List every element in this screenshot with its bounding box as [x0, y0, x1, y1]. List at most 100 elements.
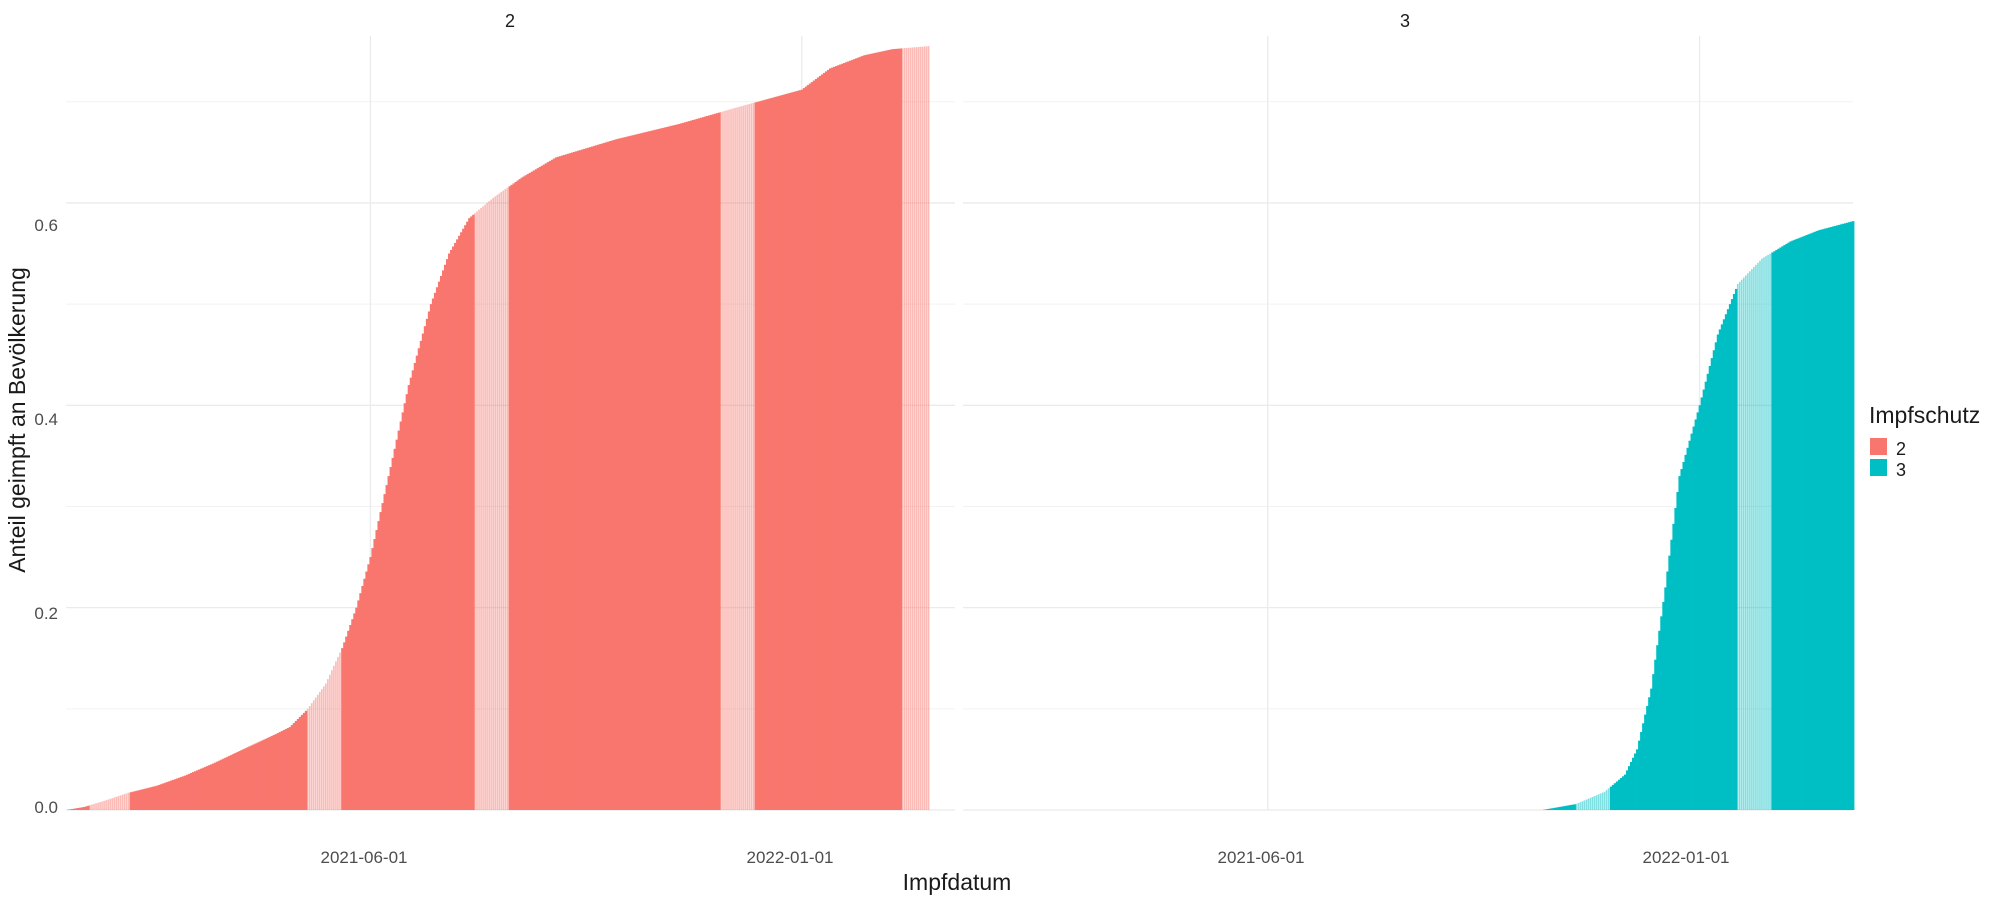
bar-panel-1 [452, 246, 455, 810]
bar-panel-1 [706, 116, 709, 810]
legend-label-2: 2 [1896, 439, 1906, 459]
bar-panel-2 [1583, 800, 1586, 810]
bar-panel-1 [214, 762, 217, 810]
bar-panel-1 [544, 163, 548, 811]
bar-panel-2 [1704, 381, 1708, 810]
bar-panel-1 [284, 729, 288, 810]
bar-panel-2 [1801, 236, 1804, 810]
bar-panel-1 [161, 783, 165, 810]
bar-panel-1 [903, 48, 906, 810]
bar-panel-1 [123, 794, 126, 810]
bar-panel-1 [153, 786, 157, 810]
bar-panel-2 [1803, 235, 1806, 810]
bar-panel-2 [1674, 507, 1677, 810]
y-tick-label-2: 0.4 [34, 410, 58, 429]
bar-panel-1 [645, 131, 648, 811]
bar-panel-1 [248, 746, 251, 810]
bar-panel-2 [1563, 806, 1566, 810]
bar-panel-1 [395, 439, 399, 810]
bar-panel-1 [435, 287, 439, 810]
bar-panel-1 [647, 131, 650, 810]
bar-panel-2 [1696, 412, 1700, 810]
bar-panel-1 [583, 148, 586, 810]
bar-panel-2 [1757, 262, 1759, 810]
bar-panel-1 [722, 111, 724, 810]
bar-panel-2 [1664, 587, 1667, 810]
bar-panel-1 [629, 135, 632, 810]
bar-panel-2 [1845, 222, 1849, 810]
bar-panel-1 [710, 114, 713, 811]
bar-panel-1 [439, 276, 443, 810]
bar-panel-1 [885, 50, 888, 810]
bar-panel-1 [752, 102, 755, 810]
bar-panel-1 [562, 154, 566, 811]
bar-panel-1 [605, 142, 608, 811]
bar-panel-2 [1827, 227, 1831, 810]
bar-panel-1 [462, 228, 465, 811]
bar-panel-2 [1555, 807, 1558, 810]
bar-panel-1 [510, 184, 513, 810]
bar-panel-1 [480, 208, 482, 810]
bar-panel-1 [564, 154, 568, 810]
legend-swatch-2 [1870, 438, 1887, 455]
bar-panel-2 [1775, 249, 1778, 811]
bar-panel-1 [895, 48, 898, 810]
bar-panel-1 [347, 630, 350, 810]
bar-panel-1 [141, 789, 145, 810]
bar-panel-1 [224, 757, 227, 810]
bar-panel-1 [421, 333, 425, 810]
bar-panel-1 [260, 740, 263, 810]
bar-panel-1 [778, 95, 782, 811]
bar-panel-1 [115, 796, 117, 810]
bar-panel-1 [913, 47, 916, 811]
bar-panel-1 [302, 712, 306, 810]
bar-panel-1 [792, 91, 796, 811]
bar-panel-1 [500, 192, 503, 811]
bar-panel-2 [1700, 397, 1704, 810]
bar-panel-1 [171, 779, 175, 810]
bar-panel-1 [738, 106, 740, 810]
bar-panel-2 [1773, 251, 1776, 811]
bar-panel-1 [456, 239, 459, 811]
bar-panel-1 [572, 151, 576, 810]
bar-panel-1 [266, 737, 269, 810]
bar-panel-2 [1763, 257, 1765, 810]
bar-panel-1 [75, 808, 78, 810]
bar-panel-1 [806, 85, 810, 810]
bar-panel-1 [822, 72, 826, 811]
bar-panel-1 [232, 753, 235, 810]
bar-panel-1 [407, 385, 411, 810]
bar-panel-2 [1843, 223, 1847, 811]
bar-panel-1 [187, 773, 191, 810]
bar-panel-2 [1623, 774, 1627, 810]
bar-panel-1 [466, 221, 469, 810]
bar-panel-1 [627, 136, 630, 810]
bar-panel-1 [585, 148, 588, 810]
bar-panel-1 [135, 790, 138, 810]
bar-panel-1 [524, 175, 528, 810]
bar-panel-2 [1589, 797, 1592, 810]
bar-panel-1 [835, 66, 838, 810]
bar-panel-1 [137, 790, 140, 810]
bar-panel-1 [296, 718, 300, 810]
bar-panel-2 [1833, 225, 1837, 811]
bar-panel-1 [754, 102, 757, 810]
bar-panel-2 [1694, 419, 1697, 810]
bar-panel-1 [796, 90, 800, 811]
bar-panel-1 [595, 145, 598, 810]
bar-panel-2 [1634, 753, 1637, 810]
bar-panel-2 [1607, 788, 1610, 810]
bar-panel-1 [649, 130, 653, 810]
bar-panel-1 [699, 117, 703, 811]
bar-panel-2 [1823, 228, 1827, 810]
bar-panel-2 [1587, 798, 1590, 810]
bar-panel-1 [508, 186, 511, 810]
bar-panel-1 [101, 801, 103, 810]
bar-panel-1 [484, 204, 486, 810]
bar-panel-1 [899, 48, 902, 811]
bar-panel-2 [1547, 808, 1550, 810]
bar-panel-2 [1771, 252, 1774, 810]
bar-panel-1 [129, 792, 132, 810]
bar-panel-1 [167, 781, 171, 810]
bar-panel-1 [867, 54, 870, 811]
